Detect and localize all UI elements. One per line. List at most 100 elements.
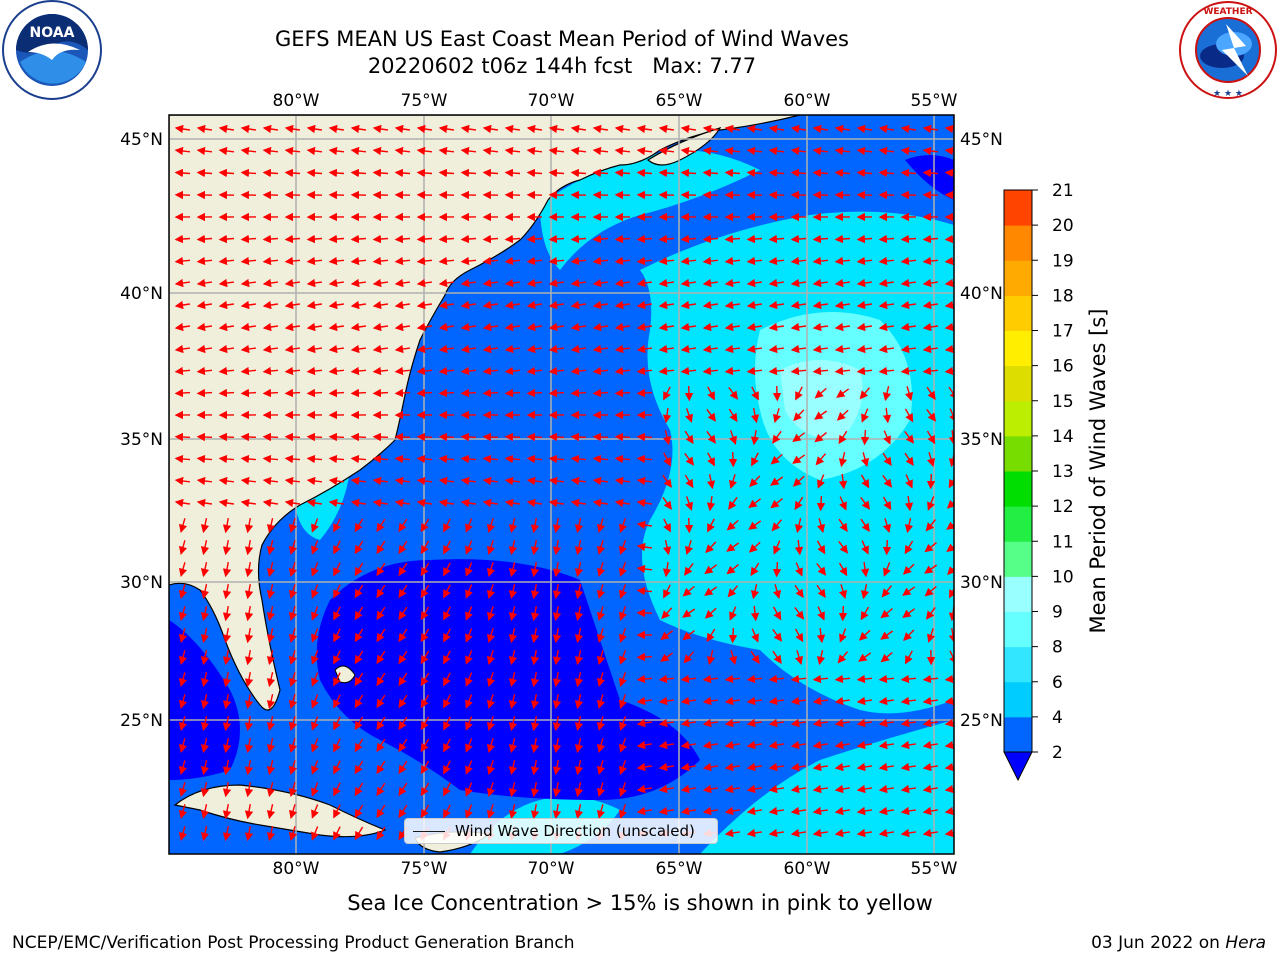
wave-direction-arrow bbox=[922, 146, 939, 156]
cuba-island bbox=[173, 784, 387, 838]
wave-direction-arrow bbox=[900, 146, 917, 156]
wave-direction-arrow bbox=[680, 740, 697, 750]
wave-direction-arrow bbox=[926, 473, 936, 490]
wave-direction-arrow bbox=[266, 650, 276, 666]
wave-direction-arrow bbox=[922, 718, 939, 728]
wave-direction-arrow bbox=[704, 607, 717, 619]
wave-direction-arrow bbox=[900, 366, 917, 376]
wave-direction-arrow bbox=[486, 694, 496, 710]
wave-direction-arrow bbox=[394, 256, 411, 266]
wave-direction-arrow bbox=[619, 716, 627, 731]
wave-direction-arrow bbox=[266, 760, 276, 776]
wave-direction-arrow bbox=[306, 300, 323, 310]
wave-direction-arrow bbox=[834, 300, 851, 310]
wave-direction-arrow bbox=[636, 586, 653, 596]
wave-direction-arrow bbox=[196, 256, 213, 266]
wave-direction-arrow bbox=[548, 454, 565, 464]
wave-direction-arrow bbox=[592, 344, 608, 354]
wave-direction-arrow bbox=[948, 386, 954, 400]
wave-direction-arrow bbox=[416, 432, 433, 442]
wave-direction-arrow bbox=[947, 566, 954, 575]
wave-direction-arrow bbox=[636, 366, 653, 376]
wave-direction-arrow bbox=[684, 562, 694, 576]
lon-tick-label: 65°W bbox=[656, 859, 703, 879]
wave-direction-arrow bbox=[704, 564, 718, 575]
wave-direction-arrow bbox=[288, 760, 298, 776]
wave-direction-arrow bbox=[592, 388, 609, 398]
wave-direction-arrow bbox=[376, 716, 386, 731]
wave-direction-arrow bbox=[372, 278, 388, 288]
wave-direction-arrow bbox=[596, 694, 606, 710]
wave-direction-arrow bbox=[702, 696, 718, 706]
wave-direction-arrow bbox=[926, 386, 936, 400]
wave-direction-arrow bbox=[530, 693, 540, 710]
credit-date-text: 03 Jun 2022 on bbox=[1091, 933, 1220, 953]
lon-tick-label: 80°W bbox=[273, 859, 320, 879]
wave-direction-arrow bbox=[750, 407, 760, 424]
wave-direction-arrow bbox=[394, 344, 410, 354]
wave-direction-arrow bbox=[944, 366, 954, 376]
wave-direction-arrow bbox=[350, 432, 367, 442]
wave-direction-arrow bbox=[944, 168, 954, 178]
wave-direction-arrow bbox=[311, 606, 319, 621]
nws-logo-icon: WEATHER ★ ★ ★ bbox=[1179, 1, 1277, 99]
wave-direction-arrow bbox=[574, 518, 584, 534]
wave-direction-arrow bbox=[174, 476, 190, 486]
wave-direction-arrow bbox=[504, 454, 521, 464]
wave-direction-arrow bbox=[614, 146, 631, 156]
wave-direction-arrow bbox=[266, 738, 276, 754]
wave-direction-arrow bbox=[860, 584, 870, 600]
wave-direction-arrow bbox=[790, 762, 807, 772]
wave-direction-arrow bbox=[663, 452, 671, 467]
wave-direction-arrow bbox=[619, 782, 627, 797]
wave-direction-arrow bbox=[900, 696, 916, 706]
wave-direction-arrow bbox=[858, 629, 871, 641]
wave-direction-arrow bbox=[398, 760, 408, 775]
wave-direction-arrow bbox=[816, 562, 827, 576]
wave-direction-arrow bbox=[596, 804, 606, 820]
wave-direction-arrow bbox=[376, 694, 386, 709]
wave-direction-arrow bbox=[880, 651, 893, 663]
wave-direction-arrow bbox=[702, 124, 719, 134]
wave-direction-arrow bbox=[724, 146, 741, 156]
wave-direction-arrow bbox=[350, 234, 367, 244]
wave-direction-arrow bbox=[904, 452, 914, 466]
wave-direction-arrow bbox=[311, 804, 319, 819]
lat-tick-label: 45°N bbox=[120, 130, 163, 150]
wave-direction-arrow bbox=[350, 498, 367, 508]
wave-direction-arrow bbox=[729, 430, 737, 445]
wave-direction-arrow bbox=[839, 496, 847, 511]
wave-direction-arrow bbox=[354, 606, 364, 621]
wave-direction-arrow bbox=[196, 432, 213, 442]
wave-direction-arrow bbox=[922, 344, 938, 354]
wave-direction-arrow bbox=[284, 146, 301, 156]
wave-direction-arrow bbox=[680, 718, 697, 728]
wave-direction-arrow bbox=[288, 782, 298, 798]
wave-direction-arrow bbox=[552, 605, 562, 622]
wave-direction-arrow bbox=[218, 366, 235, 376]
sea-ice-note: Sea Ice Concentration > 15% is shown in … bbox=[347, 891, 933, 915]
wave-direction-arrow bbox=[288, 606, 298, 622]
wave-direction-arrow bbox=[662, 430, 672, 446]
wave-direction-arrow bbox=[240, 388, 257, 398]
wave-direction-arrow bbox=[750, 584, 760, 600]
wave-direction-arrow bbox=[812, 784, 829, 794]
wave-direction-arrow bbox=[328, 388, 345, 398]
wave-direction-arrow bbox=[658, 256, 675, 266]
wave-direction-arrow bbox=[284, 498, 301, 508]
wave-direction-arrow bbox=[460, 234, 477, 244]
wave-direction-arrow bbox=[482, 498, 499, 508]
wave-direction-arrow bbox=[816, 540, 826, 555]
noaa-logo-icon: NOAA bbox=[2, 0, 102, 100]
wave-direction-arrow bbox=[682, 585, 695, 597]
wave-direction-arrow bbox=[858, 652, 872, 662]
wave-direction-arrow bbox=[883, 430, 891, 445]
wave-direction-arrow bbox=[900, 762, 917, 772]
wave-direction-arrow bbox=[526, 366, 543, 376]
wave-direction-arrow bbox=[834, 696, 850, 706]
wave-direction-arrow bbox=[592, 146, 609, 156]
wave-direction-arrow bbox=[174, 234, 191, 244]
wave-direction-arrow bbox=[350, 366, 367, 376]
lat-tick-label: 40°N bbox=[120, 284, 163, 304]
